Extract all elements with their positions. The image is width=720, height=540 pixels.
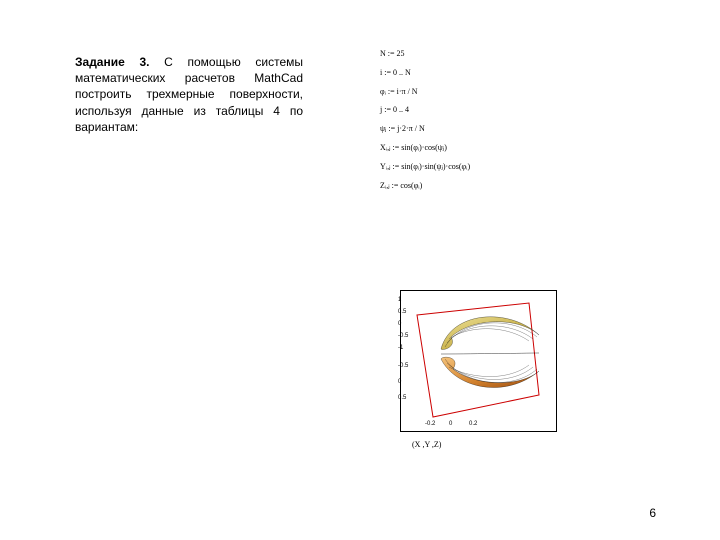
y-tick: 0.5 — [398, 395, 406, 401]
plot-box: 1 0.5 0 -0.5 -1 -0.5 0 0.5 -0.2 0 0.2 — [400, 290, 557, 432]
eq-row: i := 0 .. N — [380, 67, 470, 80]
x-tick: 0.2 — [469, 421, 477, 427]
y-tick: 0.5 — [398, 309, 406, 315]
eq-row: Xᵢ,ⱼ := sin(φᵢ)·cos(ψⱼ) — [380, 142, 470, 155]
y-tick: 1 — [398, 297, 401, 303]
x-tick: 0 — [449, 421, 452, 427]
eq-row: φᵢ := i·π / N — [380, 86, 470, 99]
y-tick: -0.5 — [398, 333, 408, 339]
equations-block: N := 25 i := 0 .. N φᵢ := i·π / N j := 0… — [380, 48, 470, 198]
eq-row: ψⱼ := j·2·π / N — [380, 123, 470, 136]
eq-row: Zᵢ,ⱼ := cos(φᵢ) — [380, 180, 470, 193]
x-tick: -0.2 — [425, 421, 435, 427]
y-tick: -0.5 — [398, 363, 408, 369]
y-tick: 0 — [398, 321, 401, 327]
plot-caption: (X ,Y ,Z) — [412, 440, 570, 449]
y-tick: 0 — [398, 379, 401, 385]
page-number: 6 — [649, 506, 656, 520]
plot-wrap: 1 0.5 0 -0.5 -1 -0.5 0 0.5 -0.2 0 0.2 — [380, 290, 570, 449]
eq-row: Yᵢ,ⱼ := sin(φᵢ)·sin(ψⱼ)·cos(φᵢ) — [380, 161, 470, 174]
y-tick: -1 — [398, 345, 403, 351]
eq-row: N := 25 — [380, 48, 470, 61]
task-text: Задание 3. С помощью системы математичес… — [75, 54, 303, 135]
surface-3d-icon — [421, 299, 546, 404]
eq-row: j := 0 .. 4 — [380, 104, 470, 117]
task-label: Задание 3. — [75, 55, 149, 69]
